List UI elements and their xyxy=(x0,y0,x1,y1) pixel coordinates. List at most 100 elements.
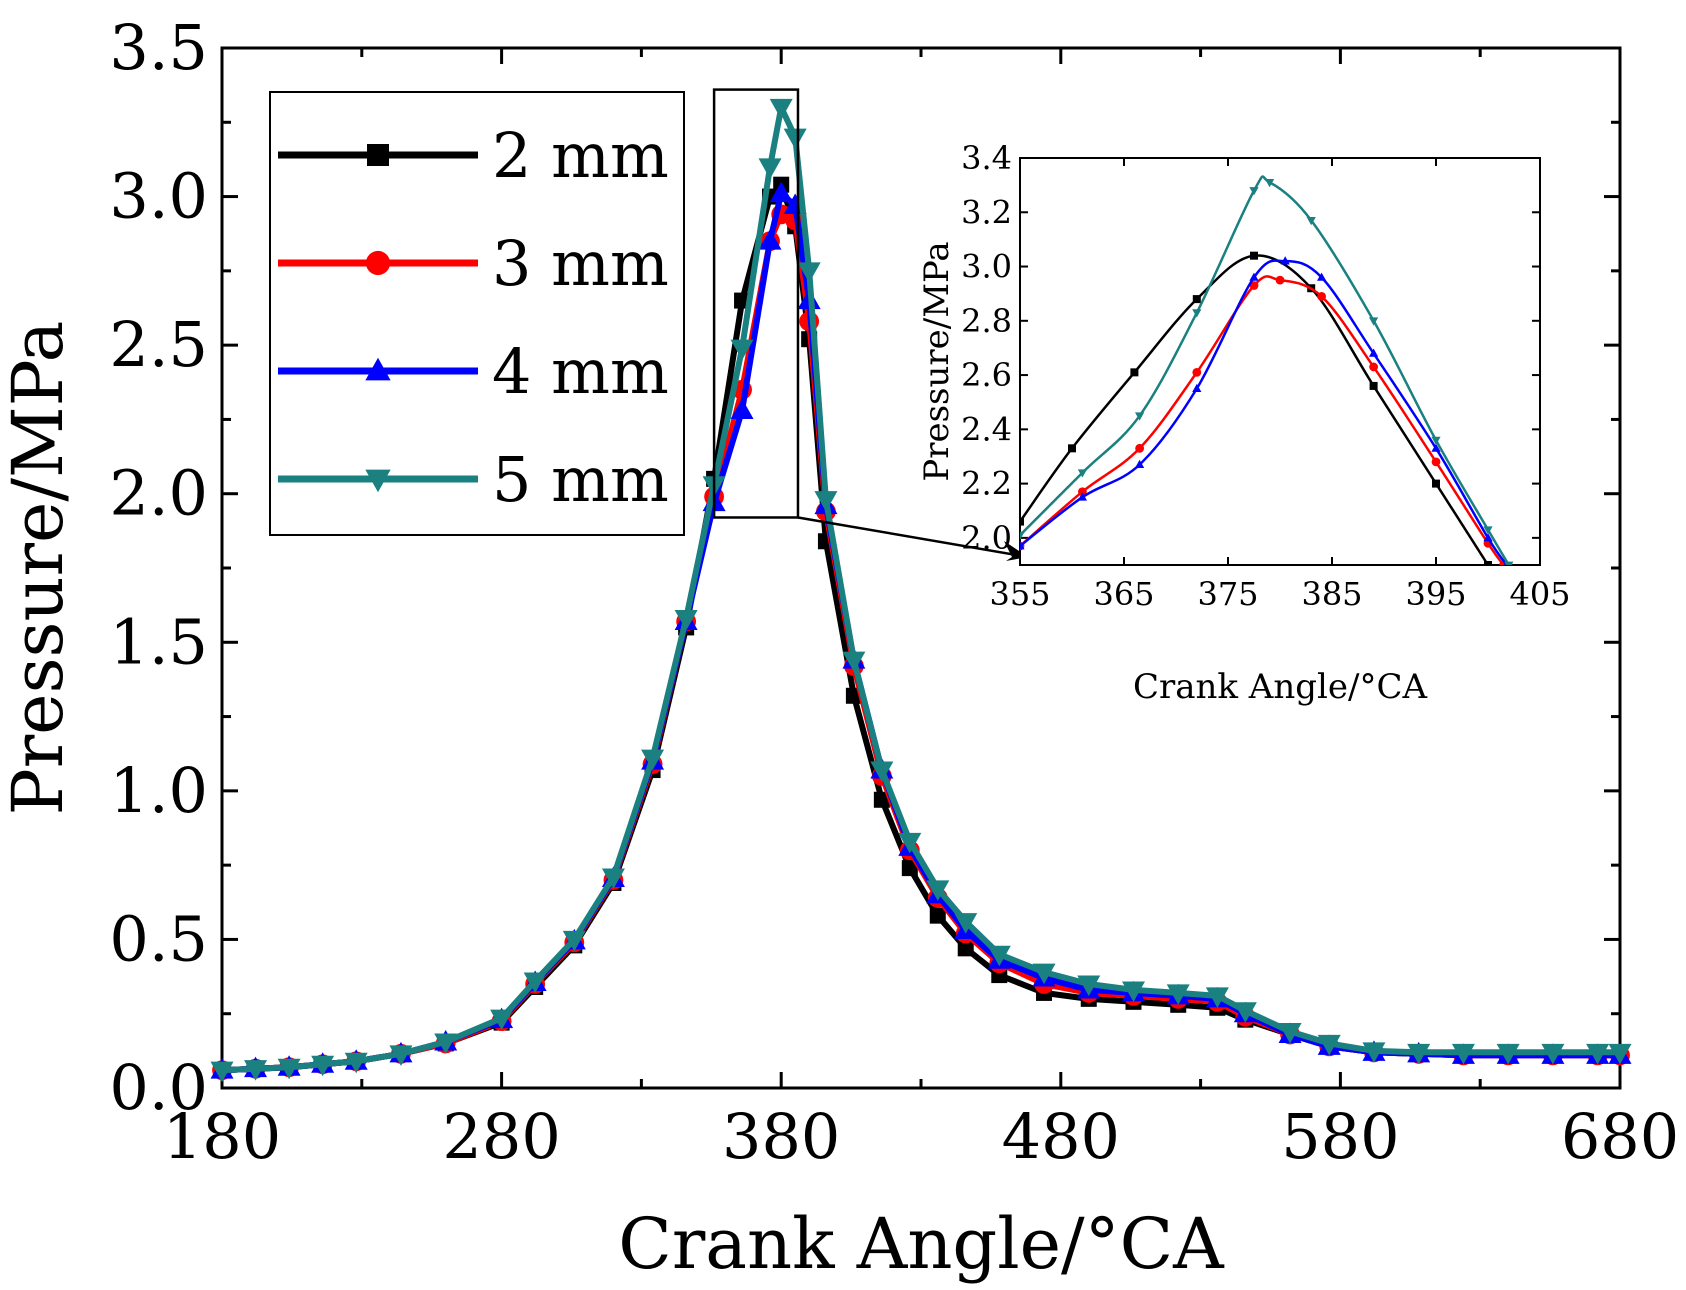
data-point xyxy=(842,651,866,673)
data-point xyxy=(769,98,793,120)
inset-y-tick-label: 3.0 xyxy=(961,248,1012,286)
x-tick-label: 580 xyxy=(1281,1100,1399,1173)
data-point xyxy=(814,491,838,512)
inset-y-tick-label: 2.0 xyxy=(961,519,1012,557)
data-point xyxy=(1608,1043,1632,1065)
inset-data-point xyxy=(1306,217,1316,226)
main-chart: 180 280 380 480 580 6800.00.51.01.52.02.53.03… xyxy=(0,11,1679,1285)
inset-data-point xyxy=(1369,317,1379,326)
y-axis-title: Pressure/MPa xyxy=(0,321,79,816)
data-point xyxy=(1077,975,1101,996)
inset-y-tick-label: 2.8 xyxy=(961,302,1012,340)
data-point xyxy=(210,1061,234,1083)
data-point xyxy=(277,1058,301,1080)
inset-data-point xyxy=(1483,533,1493,542)
data-point xyxy=(758,158,782,179)
inset-data-point xyxy=(1077,492,1087,501)
data-point xyxy=(244,1060,268,1081)
legend-marker xyxy=(365,469,391,493)
legend-item: 5 mm xyxy=(278,443,669,516)
data-point xyxy=(898,832,922,854)
inset-data-point xyxy=(1077,469,1087,478)
legend-label: 3 mm xyxy=(492,227,669,300)
data-point xyxy=(873,791,890,808)
y-tick-label: 0.0 xyxy=(109,1051,208,1124)
inset-y-axis-title: Pressure/MPa xyxy=(917,241,957,481)
x-tick-label: 680 xyxy=(1561,1100,1679,1173)
data-point xyxy=(344,1052,368,1074)
legend-item: 2 mm xyxy=(278,119,669,192)
y-tick-label: 3.0 xyxy=(109,160,208,233)
inset-series-5mm xyxy=(1020,175,1514,565)
inset-y-tick-label: 3.2 xyxy=(961,193,1012,231)
data-point xyxy=(641,749,665,771)
data-point xyxy=(1233,1002,1257,1023)
y-tick-label: 1.5 xyxy=(109,605,208,678)
inset-data-point xyxy=(1020,541,1025,550)
zoom-connector xyxy=(797,516,1029,559)
y-tick-label: 2.0 xyxy=(109,457,208,530)
y-tick-label: 3.5 xyxy=(109,11,208,84)
data-point xyxy=(1205,987,1229,1008)
data-point xyxy=(1407,1043,1431,1065)
inset-data-point xyxy=(1192,367,1202,377)
y-tick-label: 0.5 xyxy=(109,902,208,975)
data-point xyxy=(311,1055,335,1077)
legend-box xyxy=(269,91,685,536)
inset-data-point xyxy=(1135,443,1144,453)
data-point xyxy=(1032,963,1056,985)
legend-marker xyxy=(367,144,389,166)
inset-y-tick-label: 2.4 xyxy=(961,410,1012,448)
data-point xyxy=(870,761,894,783)
y-tick-label: 1.0 xyxy=(109,754,208,827)
inset-data-point xyxy=(1020,531,1025,540)
data-point xyxy=(1541,1043,1565,1065)
inset-data-point xyxy=(1249,272,1259,281)
legend-marker xyxy=(365,250,391,276)
data-point xyxy=(797,262,821,283)
data-point xyxy=(1362,1042,1386,1063)
inset-y-tick-label: 2.6 xyxy=(961,356,1012,394)
inset-x-tick-label: 355 xyxy=(989,575,1050,613)
x-axis-title: Crank Angle/°CA xyxy=(618,1203,1225,1285)
inset-series-4mm xyxy=(1020,256,1510,565)
inset-data-point xyxy=(1192,295,1201,304)
data-point xyxy=(954,913,978,934)
data-point xyxy=(926,880,950,901)
inset-data-point xyxy=(1135,412,1145,421)
inset-data-point xyxy=(1135,459,1145,469)
legend-label: 4 mm xyxy=(492,335,669,408)
data-point xyxy=(1317,1034,1341,1056)
inset-data-point xyxy=(1192,383,1202,393)
inset-data-point xyxy=(1317,291,1326,301)
inset-data-point xyxy=(1068,444,1076,453)
inset-data-point xyxy=(1249,281,1259,290)
legend-label: 5 mm xyxy=(492,443,669,516)
data-point xyxy=(730,339,754,361)
inset-data-point xyxy=(1369,381,1378,390)
data-point xyxy=(434,1033,458,1054)
inset-y-tick-label: 2.2 xyxy=(961,465,1012,503)
inset-data-point xyxy=(1275,275,1285,285)
inset-data-point xyxy=(1078,487,1087,497)
data-point xyxy=(769,181,793,203)
data-point xyxy=(1496,1043,1520,1065)
data-point xyxy=(1278,1023,1302,1044)
data-point xyxy=(957,940,974,957)
data-point xyxy=(389,1045,413,1066)
legend: 2 mm 3 mm 4 mm 5 mm xyxy=(269,91,685,536)
inset-data-point xyxy=(1431,436,1441,445)
inset-data-point xyxy=(1431,443,1441,452)
inset-data-point xyxy=(1192,309,1202,318)
inset-x-tick-label: 375 xyxy=(1197,575,1258,613)
legend-item: 3 mm xyxy=(278,227,669,300)
x-tick-label: 180 xyxy=(163,1100,281,1173)
data-point xyxy=(758,229,782,250)
y-tick-label: 2.5 xyxy=(109,308,208,381)
inset-data-point xyxy=(1369,362,1378,372)
legend-marker xyxy=(365,357,391,381)
inset-x-axis-title: Crank Angle/°CA xyxy=(1133,667,1428,707)
inset-data-point xyxy=(1484,561,1492,565)
inset-x-tick-label: 405 xyxy=(1509,575,1570,613)
inset-x-tick-label: 385 xyxy=(1301,575,1362,613)
